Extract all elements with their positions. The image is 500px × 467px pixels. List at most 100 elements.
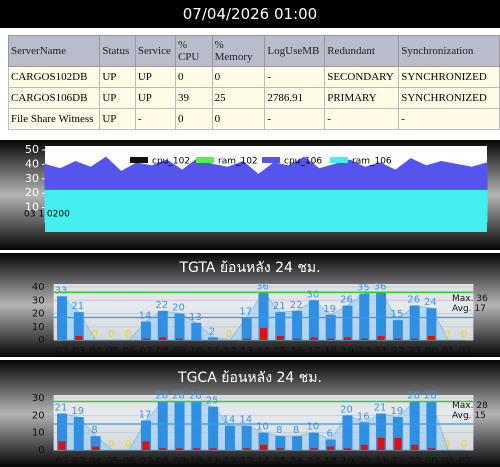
x-tick-label: 16	[291, 456, 304, 467]
bar-secondary	[276, 336, 284, 340]
column-header: LogUseMB	[264, 35, 326, 67]
x-tick-label: 20	[358, 456, 371, 467]
bar	[308, 300, 319, 340]
table-cell: CARGOS102DB	[7, 66, 101, 88]
x-tick-label: 13	[240, 456, 253, 467]
table-cell: UP	[134, 66, 176, 88]
legend-label: cpu_102	[152, 157, 190, 167]
chart-title: TGTA ย้อนหลัง 24 ชม.	[178, 260, 320, 276]
table-cell: UP	[134, 87, 176, 109]
value-label: 0	[91, 329, 97, 340]
avg-label: Avg.	[452, 411, 472, 421]
column-header: Synchronization	[398, 35, 500, 67]
x-tick-label: 16	[291, 346, 304, 357]
table-cell: -	[264, 108, 326, 130]
bar	[342, 415, 353, 450]
bar	[208, 337, 219, 340]
bar-secondary	[411, 338, 419, 340]
x-tick-label: 09	[173, 456, 186, 467]
bar	[292, 436, 303, 450]
x-tick-label: 08	[156, 456, 169, 467]
bar-secondary	[142, 338, 150, 340]
value-label: 8	[276, 425, 282, 436]
table-row: CARGOS106DB UP UP 39 25 2786.91 PRIMARY SYNCHRO…	[7, 87, 500, 109]
bar-secondary	[343, 448, 351, 450]
value-label: 22	[155, 300, 168, 311]
x-tick-label: 19	[341, 346, 354, 357]
value-label: 26	[340, 295, 353, 306]
bar-secondary	[58, 441, 66, 450]
table-cell: CARGOS106DB	[7, 87, 101, 109]
column-header: Redundant	[324, 35, 400, 67]
value-label: 20	[340, 404, 353, 415]
max-value: 28	[476, 401, 488, 411]
value-label: 0	[444, 329, 450, 340]
bar-secondary	[209, 448, 217, 450]
table-cell: SECONDARY	[324, 66, 400, 88]
bar	[392, 320, 403, 340]
max-text: Max. 28	[452, 401, 488, 411]
bar	[191, 322, 202, 340]
x-tick-label: 05	[106, 346, 119, 357]
bar-secondary	[176, 338, 184, 340]
table-cell: SYNCHRONIZED	[398, 66, 500, 88]
x-tick-label: 05	[106, 456, 119, 467]
bar-secondary	[411, 444, 419, 450]
bar	[308, 432, 319, 450]
bar	[208, 406, 219, 450]
avg-value: 17	[474, 304, 485, 314]
bar	[359, 293, 370, 340]
bar	[392, 417, 403, 450]
header-row: ServerName Status Service% CPU% Memory LogU…	[7, 35, 500, 67]
avg-value: 15	[474, 411, 485, 421]
bar-secondary	[243, 448, 251, 450]
value-label: 0	[461, 439, 467, 450]
value-label: 24	[424, 297, 437, 308]
x-tick-label: 01	[442, 346, 455, 357]
server-table: ServerName Status Service% CPU% Memory LogU…	[7, 35, 500, 130]
value-label: 21	[374, 403, 387, 414]
table-cell: UP	[99, 108, 136, 130]
x-tick-label: 02	[459, 456, 472, 467]
value-label: 15	[390, 309, 403, 320]
table-cell: -	[134, 108, 176, 130]
table-cell: -	[324, 108, 400, 130]
header-title: 07/04/2026 01:00	[0, 0, 500, 28]
bar	[426, 308, 437, 340]
bar	[292, 310, 303, 340]
bar	[342, 305, 353, 340]
value-label: 10	[256, 422, 269, 433]
x-tick-label: 19	[341, 456, 354, 467]
bar-secondary	[293, 338, 301, 340]
value-label: 2	[209, 326, 215, 337]
y-tick-label: 0	[38, 445, 44, 456]
x-tick-label: 03	[72, 346, 85, 357]
bar-secondary	[176, 448, 184, 450]
chart-title: TGCA ย้อนหลัง 24 ชม.	[177, 370, 322, 386]
avg-text: Avg. 15	[452, 411, 486, 421]
legend-swatch	[330, 157, 348, 163]
bar-secondary	[142, 441, 150, 450]
x-tick-label: 10	[190, 346, 203, 357]
bar	[275, 436, 286, 450]
x-tick-label: 11	[207, 346, 220, 357]
y-tick-label: 30	[25, 172, 39, 185]
bar	[157, 310, 168, 340]
column-header: % CPU	[174, 35, 213, 67]
value-label: 30	[307, 289, 320, 300]
table-cell: 0	[211, 66, 266, 88]
x-tick-label: 22	[391, 346, 404, 357]
value-label: 0	[108, 329, 114, 340]
y-tick-label: 20	[32, 410, 45, 421]
bar-secondary	[159, 337, 167, 340]
value-label: 8	[293, 425, 299, 436]
value-label: 28	[172, 390, 185, 401]
bar	[174, 401, 185, 450]
x-tick-label: 07	[140, 346, 153, 357]
value-label: 35	[357, 283, 370, 294]
x-tick-label: 12	[224, 456, 237, 467]
value-label: 28	[424, 390, 437, 401]
table-cell: File Share Witness	[7, 108, 101, 130]
value-label: 0	[461, 329, 467, 340]
x-tick-label: 22	[391, 456, 404, 467]
